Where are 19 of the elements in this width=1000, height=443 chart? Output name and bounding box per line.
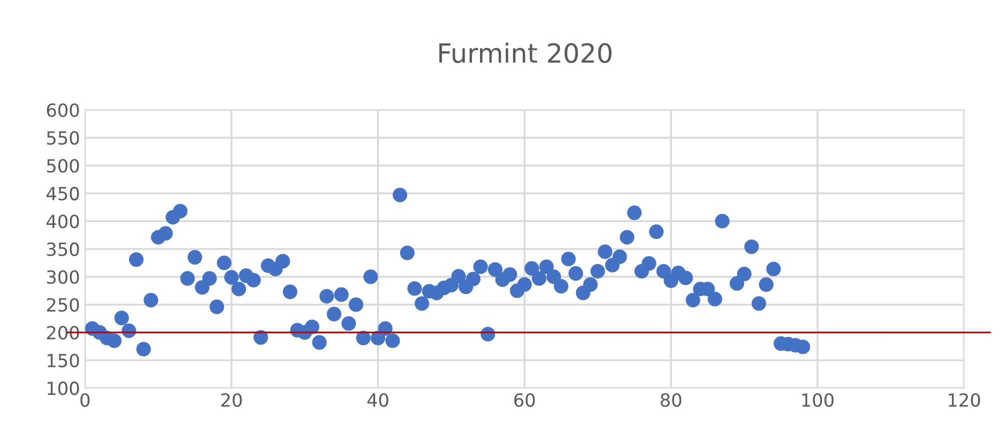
y-tick-label: 300: [47, 270, 79, 284]
x-tick-label: 100: [802, 393, 834, 407]
y-tick-label: 250: [47, 298, 79, 312]
y-tick-label: 350: [47, 242, 79, 256]
chart-title: Furmint 2020: [439, 42, 612, 64]
y-tick-label: 550: [47, 131, 79, 145]
y-tick-label: 150: [48, 354, 79, 368]
x-tick-label: 40: [367, 393, 388, 407]
y-tick-label: 500: [47, 158, 79, 173]
y-tick-label: 600: [46, 103, 79, 117]
y-tick-label: 100: [48, 382, 79, 396]
y-tick-label: 450: [46, 186, 79, 200]
x-tick-label: 60: [514, 393, 535, 407]
x-tick-label: 120: [948, 393, 980, 407]
y-tick-label: 400: [46, 214, 79, 228]
x-tick-label: 20: [221, 393, 242, 407]
x-tick-label: 80: [660, 393, 682, 407]
y-tick-label: 200: [47, 326, 79, 340]
x-tick-label: 0: [80, 393, 90, 407]
